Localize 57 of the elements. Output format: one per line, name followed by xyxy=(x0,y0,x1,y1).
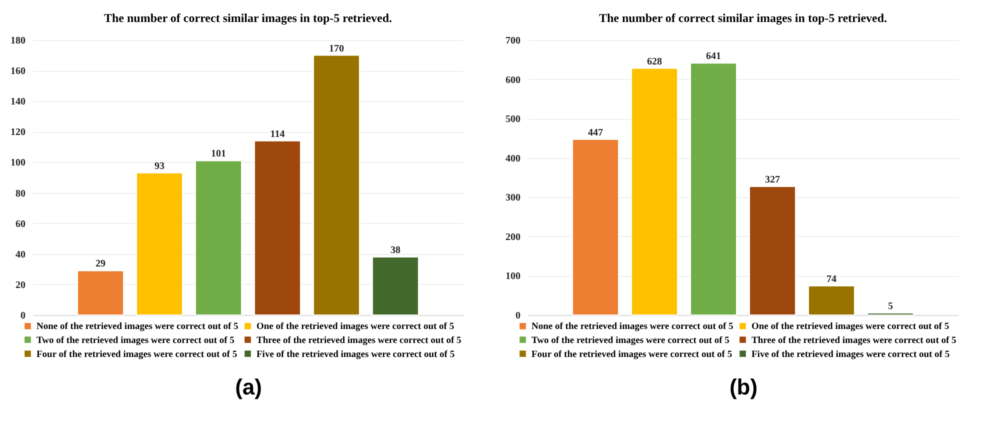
legend-label: Three of the retrieved images were correct out of 5 xyxy=(256,336,462,346)
y-tick-label: 200 xyxy=(506,232,520,243)
x-axis-title: (a) xyxy=(235,374,262,400)
bar xyxy=(748,186,796,316)
y-tick-label: 100 xyxy=(506,271,520,282)
y-tick-label: 60 xyxy=(16,218,26,230)
bar xyxy=(312,54,360,316)
legend-label: One of the retrieved images were correct out of 5 xyxy=(752,322,950,332)
data-label: 74 xyxy=(826,274,836,285)
data-label: 447 xyxy=(588,127,604,138)
bar xyxy=(631,68,678,316)
legend-label: Three of the retrieved images were correct out of 5 xyxy=(752,336,957,346)
legend-label: Five of the retrieved images were correct out of 5 xyxy=(752,350,950,360)
y-tick-label: 500 xyxy=(506,114,520,126)
data-label: 170 xyxy=(328,43,344,54)
data-label: 327 xyxy=(764,174,780,186)
y-tick-label: 300 xyxy=(506,192,520,204)
y-tick-label: 80 xyxy=(16,188,26,200)
legend-label: Five of the retrieved images were correct out of 5 xyxy=(256,350,455,360)
y-tick-label: 40 xyxy=(16,249,26,260)
y-tick-label: 0 xyxy=(516,310,520,322)
legend-label: Two of the retrieved images were correct out of 5 xyxy=(36,336,235,346)
bar xyxy=(77,270,124,316)
y-tick-label: 100 xyxy=(10,158,26,169)
y-tick-label: 140 xyxy=(10,96,26,108)
legend-label: None of the retrieved images were correct out of 5 xyxy=(532,322,734,332)
bar xyxy=(572,138,620,316)
legend-label: Four of the retrieved images were correct out of 5 xyxy=(532,350,732,360)
bar xyxy=(254,140,301,316)
data-label: 101 xyxy=(211,148,226,160)
data-label: 93 xyxy=(154,160,165,172)
legend-label: Four of the retrieved images were correct out of 5 xyxy=(36,350,238,360)
bar xyxy=(195,160,242,316)
chart-title: The number of correct similar images in top-5 retrieved. xyxy=(104,11,392,25)
y-tick-label: 400 xyxy=(506,153,520,164)
data-label: 114 xyxy=(270,128,285,140)
legend-label: One of the retrieved images were correct out of 5 xyxy=(256,322,454,332)
legend-label: None of the retrieved images were correct out of 5 xyxy=(36,322,239,332)
y-tick-label: 600 xyxy=(506,74,520,86)
y-tick-label: 180 xyxy=(10,36,26,46)
y-tick-label: 160 xyxy=(10,66,26,78)
y-tick-label: 700 xyxy=(506,36,520,46)
chart-title: The number of correct similar images in top-5 retrieved. xyxy=(598,11,888,25)
data-label: 5 xyxy=(888,301,893,312)
data-label: 29 xyxy=(96,258,106,270)
x-axis-title: (b) xyxy=(729,374,758,400)
data-label: 641 xyxy=(706,51,722,62)
data-label: 38 xyxy=(390,244,400,256)
y-tick-label: 20 xyxy=(16,280,26,291)
y-tick-label: 120 xyxy=(10,127,26,138)
data-label: 628 xyxy=(647,56,662,68)
bar xyxy=(808,285,855,316)
bar xyxy=(136,172,184,316)
y-tick-label: 0 xyxy=(20,310,26,322)
bar xyxy=(690,62,738,316)
legend-label: Two of the retrieved images were correct out of 5 xyxy=(532,336,730,346)
bar xyxy=(372,256,419,316)
